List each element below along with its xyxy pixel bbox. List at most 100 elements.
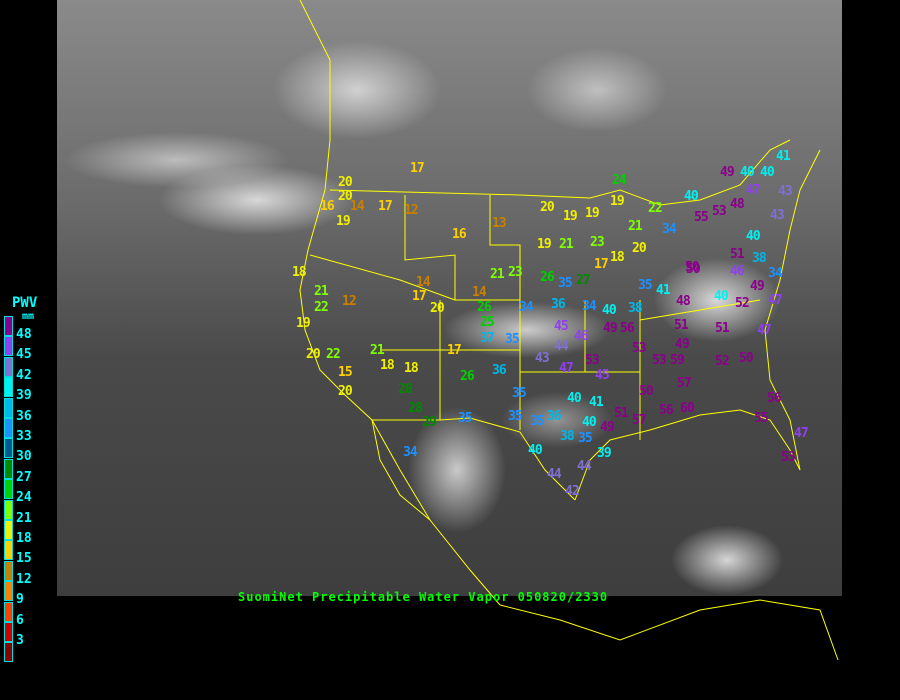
station-pwv-value: 49 [600,420,615,435]
station-pwv-value: 52 [735,296,750,311]
legend-swatch [4,622,13,642]
station-pwv-value: 34 [768,266,783,281]
station-pwv-value: 13 [492,216,507,231]
station-pwv-value: 40 [714,289,729,304]
station-pwv-value: 57 [632,413,647,428]
station-pwv-value: 39 [597,446,612,461]
station-pwv-value: 56 [620,321,635,336]
station-pwv-value: 28 [408,401,423,416]
station-pwv-value: 17 [447,343,462,358]
station-pwv-value: 19 [537,237,552,252]
station-pwv-value: 19 [296,316,311,331]
legend-swatch [4,316,13,336]
station-pwv-value: 40 [746,229,761,244]
station-pwv-value: 22 [648,201,663,216]
station-pwv-value: 45 [595,368,610,383]
station-pwv-value: 50 [686,262,701,277]
station-pwv-value: 22 [326,347,341,362]
station-pwv-value: 26 [460,369,475,384]
station-pwv-value: 49 [720,165,735,180]
station-pwv-value: 18 [610,250,625,265]
station-pwv-value: 50 [739,351,754,366]
mexico-outline [499,599,839,661]
legend-tick: 18 [16,531,32,546]
station-pwv-value: 47 [559,361,574,376]
station-pwv-value: 18 [380,358,395,373]
legend-tick: 39 [16,388,32,404]
station-pwv-value: 40 [567,391,582,406]
station-pwv-value: 36 [547,409,562,424]
station-pwv-value: 35 [530,414,545,429]
legend-swatch [4,336,13,357]
station-pwv-value: 23 [508,265,523,280]
station-pwv-value: 47 [757,323,772,338]
station-pwv-value: 57 [677,376,692,391]
station-pwv-value: 12 [404,203,419,218]
station-pwv-value: 25 [480,315,495,330]
legend-tick: 42 [16,367,32,383]
station-pwv-value: 55 [694,210,709,225]
station-pwv-value: 53 [585,353,600,368]
station-pwv-value: 16 [320,199,335,214]
station-pwv-value: 34 [519,300,534,315]
legend-tick: 24 [16,490,32,506]
station-pwv-value: 49 [603,321,618,336]
station-pwv-value: 20 [338,384,353,399]
station-pwv-value: 16 [452,227,467,242]
station-pwv-value: 17 [412,289,427,304]
station-pwv-value: 21 [490,267,505,282]
station-pwv-value: 41 [589,395,604,410]
station-pwv-value: 36 [551,297,566,312]
station-pwv-value: 22 [314,300,329,315]
station-pwv-value: 21 [628,219,643,234]
legend-swatch [4,601,13,622]
legend-tick: 15 [16,551,32,567]
station-pwv-value: 12 [342,294,357,309]
station-pwv-value: 20 [540,200,555,215]
station-pwv-value: 35 [505,332,520,347]
legend-swatch [4,397,13,418]
station-pwv-value: 45 [554,319,569,334]
station-pwv-value: 21 [314,284,329,299]
station-pwv-value: 44 [547,467,562,482]
legend-title: PWV [12,295,38,311]
legend-swatch [4,356,13,377]
station-pwv-value: 53 [781,450,796,465]
legend-tick: 9 [16,592,24,608]
legend-tick: 27 [16,469,32,485]
station-pwv-value: 49 [750,279,765,294]
legend-tick: 45 [16,347,32,363]
legend-tick: 48 [16,327,32,342]
station-pwv-value: 41 [656,283,671,298]
station-pwv-value: 17 [594,257,609,272]
station-pwv-value: 19 [336,214,351,229]
station-pwv-value: 40 [528,443,543,458]
map-title: SuomiNet Precipitable Water Vapor 050820… [238,590,609,604]
station-pwv-value: 53 [632,341,647,356]
station-pwv-value: 49 [675,337,690,352]
station-pwv-value: 38 [560,429,575,444]
station-pwv-value: 60 [680,401,695,416]
station-pwv-value: 35 [638,278,653,293]
legend-tick: 6 [16,612,24,628]
station-pwv-value: 47 [794,426,809,441]
station-pwv-value: 29 [422,415,437,430]
station-pwv-value: 20 [306,347,321,362]
station-pwv-value: 51 [674,318,689,333]
station-pwv-value: 38 [628,301,643,316]
legend-swatch [4,377,13,398]
station-pwv-value: 34 [403,445,418,460]
legend-tick: 3 [16,633,24,648]
station-pwv-value: 35 [558,276,573,291]
station-pwv-value: 40 [602,303,617,318]
east-coast [764,149,821,471]
station-pwv-value: 20 [338,189,353,204]
legend-tick: 36 [16,408,32,424]
station-pwv-value: 40 [740,165,755,180]
station-pwv-value: 43 [535,351,550,366]
station-pwv-value: 35 [458,411,473,426]
station-pwv-value: 35 [508,409,523,424]
station-pwv-value: 19 [563,209,578,224]
station-pwv-value: 17 [378,199,393,214]
station-pwv-value: 40 [582,415,597,430]
